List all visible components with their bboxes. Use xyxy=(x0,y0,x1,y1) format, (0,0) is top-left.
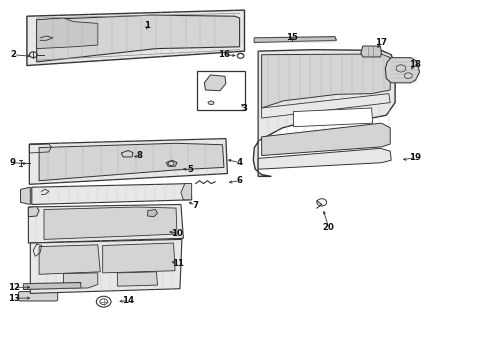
Text: 3: 3 xyxy=(241,104,247,112)
Text: 11: 11 xyxy=(172,259,184,268)
Text: 13: 13 xyxy=(8,294,20,302)
Polygon shape xyxy=(20,187,30,204)
Text: 20: 20 xyxy=(322,223,334,232)
Text: 18: 18 xyxy=(408,60,420,69)
Polygon shape xyxy=(44,207,177,239)
Bar xyxy=(196,71,244,110)
Polygon shape xyxy=(28,207,39,217)
Text: 12: 12 xyxy=(8,283,20,292)
Polygon shape xyxy=(258,148,390,169)
Polygon shape xyxy=(121,150,133,157)
Polygon shape xyxy=(261,54,389,108)
Polygon shape xyxy=(30,239,182,293)
Text: 8: 8 xyxy=(136,151,142,160)
Polygon shape xyxy=(102,243,175,273)
Polygon shape xyxy=(32,184,191,204)
Polygon shape xyxy=(166,160,177,166)
Text: 17: 17 xyxy=(375,38,386,47)
Polygon shape xyxy=(360,46,381,57)
Polygon shape xyxy=(261,94,389,118)
Text: 1: 1 xyxy=(143,21,149,30)
Polygon shape xyxy=(117,272,157,286)
Polygon shape xyxy=(37,18,98,49)
Text: 16: 16 xyxy=(218,50,229,59)
Polygon shape xyxy=(181,184,191,200)
Text: 5: 5 xyxy=(187,165,193,174)
Text: 14: 14 xyxy=(122,296,134,305)
Polygon shape xyxy=(27,10,244,66)
Polygon shape xyxy=(293,108,372,127)
Text: 7: 7 xyxy=(192,201,198,210)
Polygon shape xyxy=(207,101,214,104)
FancyBboxPatch shape xyxy=(19,292,58,301)
Polygon shape xyxy=(29,139,227,184)
Polygon shape xyxy=(261,123,389,156)
Text: 19: 19 xyxy=(408,153,420,162)
Text: 6: 6 xyxy=(236,176,242,185)
Text: 9: 9 xyxy=(9,158,15,167)
Polygon shape xyxy=(23,283,81,289)
Text: 10: 10 xyxy=(171,229,183,238)
Text: 15: 15 xyxy=(286,33,298,42)
Polygon shape xyxy=(147,210,157,217)
Polygon shape xyxy=(204,75,225,91)
Polygon shape xyxy=(39,245,100,274)
Polygon shape xyxy=(63,273,98,288)
Polygon shape xyxy=(39,143,224,181)
Polygon shape xyxy=(37,15,239,62)
Text: 4: 4 xyxy=(236,158,242,167)
Polygon shape xyxy=(253,50,394,176)
Text: 2: 2 xyxy=(11,50,17,59)
Polygon shape xyxy=(254,37,336,42)
Polygon shape xyxy=(385,58,419,83)
Polygon shape xyxy=(28,204,183,243)
